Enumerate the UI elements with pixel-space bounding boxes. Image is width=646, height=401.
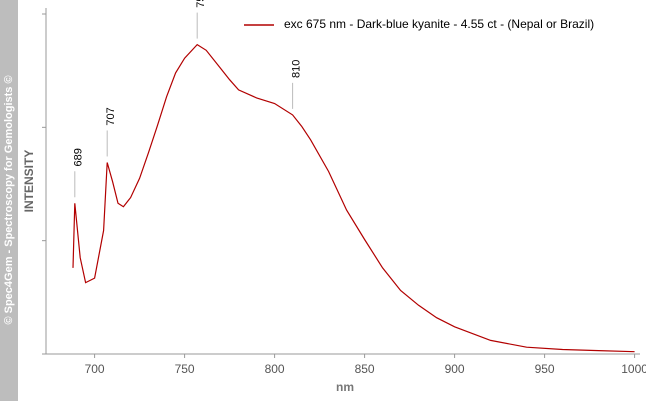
- x-tick-label: 900: [445, 362, 465, 376]
- x-tick-label: 800: [265, 362, 285, 376]
- spectrum-line: [72, 43, 635, 353]
- watermark-strip: [0, 0, 18, 401]
- peak-label: 707: [105, 107, 117, 125]
- watermark: © Spec4Gem - Spectroscopy for Gemologist…: [3, 75, 15, 324]
- y-axis-label: INTENSITY: [22, 150, 36, 213]
- peak-label: 689: [73, 148, 85, 166]
- peak-label: 810: [291, 60, 303, 78]
- x-tick-label: 700: [85, 362, 105, 376]
- legend-text: exc 675 nm - Dark-blue kyanite - 4.55 ct…: [284, 17, 594, 31]
- x-axis-label: nm: [336, 380, 354, 394]
- x-tick-label: 850: [355, 362, 375, 376]
- peak-label: 757: [195, 0, 207, 8]
- x-tick-label: 1000: [621, 362, 646, 376]
- x-tick-label: 950: [535, 362, 555, 376]
- x-tick-label: 750: [175, 362, 195, 376]
